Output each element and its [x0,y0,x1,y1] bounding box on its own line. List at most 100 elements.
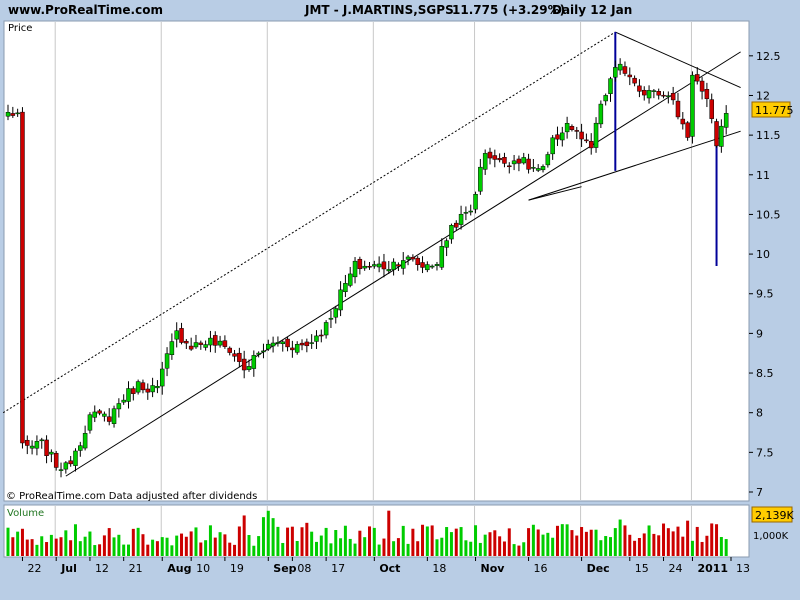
candle-down [222,340,228,347]
volume-bar [276,526,280,556]
volume-bar [117,534,121,556]
x-tick-label: Jul [60,562,77,575]
volume-bar [59,537,63,556]
y-tick-label: 10.5 [756,208,781,221]
candle-up [203,344,208,348]
volume-bar [237,526,241,556]
candle-down [579,131,584,140]
volume-bar [314,541,318,556]
candle-up [63,462,69,470]
x-tick-label: 22 [27,562,41,575]
volume-bar [73,524,77,556]
volume-bar [266,510,270,556]
candle-down [357,258,363,270]
candle-up [294,344,300,353]
candle-up [439,246,445,268]
volume-bar [324,527,328,556]
y-tick-label: 8.5 [756,367,774,380]
volume-bar [589,529,593,556]
candle-up [217,340,223,346]
candle-up [444,240,449,248]
volume-bar [252,545,256,556]
candle-down [516,158,522,164]
candle-up [333,308,339,318]
site-name[interactable]: www.ProRealTime.com [8,3,163,17]
volume-panel-label: Volume [7,508,44,519]
volume-tag-text: 2,139K [755,509,794,522]
volume-bar [435,539,439,556]
volume-bar [93,545,97,556]
volume-bar [483,534,487,556]
volume-bar [637,538,641,556]
volume-bar [233,544,237,556]
candle-up [150,385,155,393]
y-tick-label: 12.5 [756,50,781,63]
volume-bar [527,528,531,556]
candle-down [140,382,146,391]
volume-bar [339,538,343,556]
volume-bar [392,541,396,556]
volume-bar [522,542,526,556]
candle-up [352,260,358,278]
volume-bar [724,539,728,556]
candle-up [651,90,657,92]
volume-bar [710,523,714,556]
volume-bar [474,525,478,556]
volume-bar [35,544,39,556]
candle-up [608,78,613,94]
volume-bar [45,542,49,556]
volume-bar [261,517,265,556]
volume-bar [16,531,20,556]
volume-bar [170,545,174,556]
y-tick-label: 10 [756,248,770,261]
candle-up [362,265,367,269]
candle-down [497,158,502,161]
volume-bar [531,524,535,556]
volume-bar [613,528,617,556]
candle-down [227,347,232,353]
x-tick-label: Aug [167,562,191,575]
volume-bar [541,534,545,556]
candle-up [598,103,604,125]
candle-down [213,335,218,346]
x-tick-label: 21 [129,562,143,575]
volume-bar [310,531,314,556]
volume-bar [218,532,222,556]
quote-value: 11.775 (+3.29%) [452,3,566,17]
candle-down [184,340,189,344]
volume-bar [184,536,188,556]
candle-up [391,261,396,270]
volume-bar [78,541,82,556]
volume-bar [64,530,68,556]
volume-bar [242,515,246,556]
candle-down [420,262,425,268]
candle-down [188,345,194,350]
volume-bar [517,545,521,556]
volume-bar [478,542,482,556]
y-tick-label: 9.5 [756,288,774,301]
candle-up [429,265,435,268]
candle-down [232,353,237,357]
y-tick-label: 11 [756,169,770,182]
volume-bar [223,534,227,556]
volume-bar [382,538,386,556]
volume-bar [300,527,304,556]
candle-up [159,368,165,387]
candle-up [540,166,546,171]
period-label: Daily 12 Jan [552,3,633,17]
volume-bar [165,537,169,556]
volume-bar [705,535,709,556]
volume-bar [141,534,145,556]
candle-up [531,167,536,169]
candle-up [617,63,623,71]
candle-up [314,335,319,342]
volume-bar [30,539,34,556]
candle-up [646,90,652,99]
candle-down [656,90,661,96]
candle-up [550,137,555,155]
candle-down [574,130,580,132]
volume-bar [560,524,564,556]
candle-down [685,122,690,138]
volume-bar [136,527,140,556]
volume-bar [445,527,449,556]
